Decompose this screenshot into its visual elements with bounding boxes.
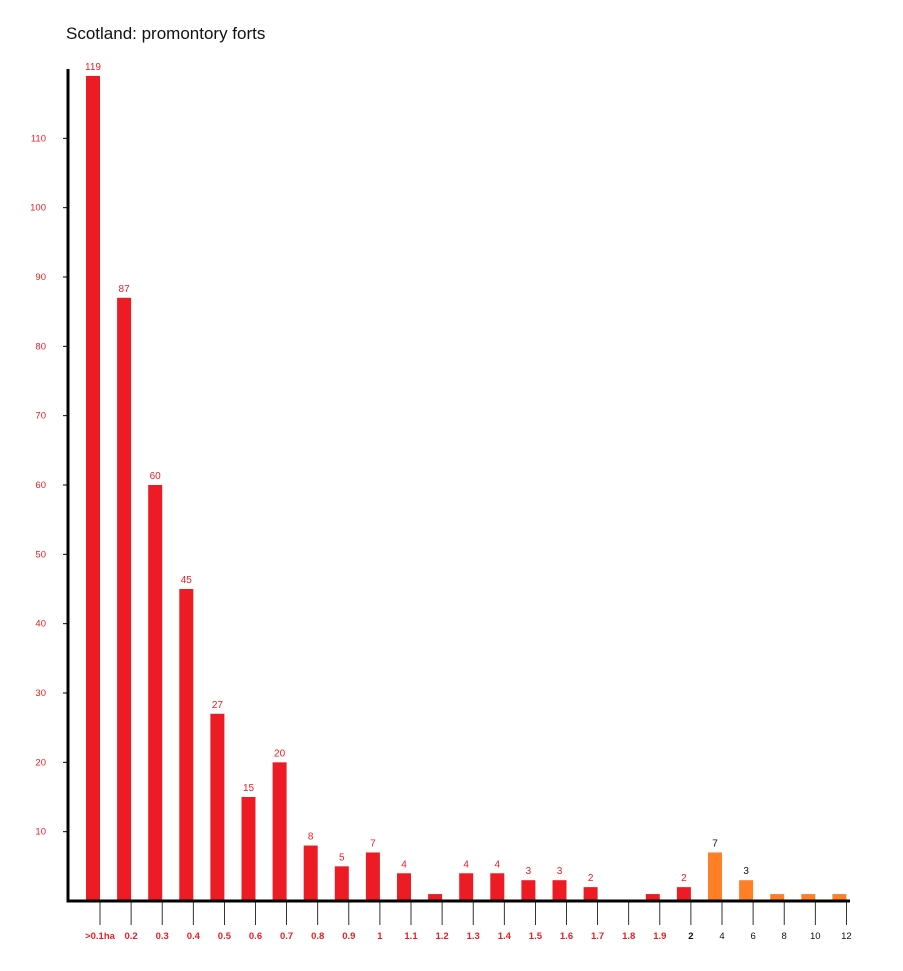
bar bbox=[801, 894, 816, 901]
data-label: 87 bbox=[119, 284, 131, 295]
data-label: 3 bbox=[557, 866, 563, 877]
bar bbox=[645, 894, 660, 901]
bar bbox=[365, 852, 380, 901]
bar bbox=[117, 297, 132, 901]
x-tick-label: 1.3 bbox=[467, 931, 480, 942]
x-tick-label: 0.6 bbox=[249, 931, 262, 942]
bar bbox=[552, 880, 567, 901]
y-tick-label: 80 bbox=[35, 341, 46, 352]
data-label: 27 bbox=[212, 700, 224, 711]
data-label: 4 bbox=[495, 859, 501, 870]
x-tick-label: 8 bbox=[782, 931, 787, 942]
x-tick-label: 1 bbox=[377, 931, 383, 942]
y-tick-label: 40 bbox=[35, 619, 46, 630]
x-tick-label: 6 bbox=[750, 931, 755, 942]
data-label: 60 bbox=[150, 471, 162, 482]
chart-title: Scotland: promontory forts bbox=[66, 24, 266, 43]
x-tick-label: 12 bbox=[841, 931, 852, 942]
y-tick-label: 30 bbox=[35, 688, 46, 699]
bar bbox=[397, 873, 411, 901]
x-tick-label: 1.9 bbox=[653, 931, 666, 942]
data-label: 20 bbox=[274, 748, 286, 759]
x-tick-label: 1.6 bbox=[560, 931, 573, 942]
y-tick-label: 110 bbox=[31, 133, 46, 144]
y-tick-label: 70 bbox=[35, 411, 46, 422]
bar bbox=[210, 713, 225, 901]
x-tick-label: 0.7 bbox=[280, 931, 293, 942]
data-label: 7 bbox=[712, 838, 718, 849]
data-label: 4 bbox=[401, 859, 407, 870]
y-tick-label: 20 bbox=[35, 757, 46, 768]
x-tick-label: 4 bbox=[719, 931, 724, 942]
bar bbox=[583, 887, 598, 901]
y-tick-label: 10 bbox=[35, 827, 46, 838]
y-tick-label: 60 bbox=[35, 480, 46, 491]
bar bbox=[490, 873, 505, 901]
bar bbox=[428, 894, 443, 901]
data-label: 7 bbox=[370, 838, 376, 849]
bar bbox=[272, 762, 287, 901]
y-tick-label: 100 bbox=[30, 203, 46, 214]
x-tick-label: >0.1ha bbox=[85, 931, 116, 942]
data-label: 3 bbox=[743, 866, 749, 877]
x-tick-label: 0.4 bbox=[187, 931, 201, 942]
x-tick-label: 1.8 bbox=[622, 931, 635, 942]
y-tick-label: 50 bbox=[35, 549, 46, 560]
x-tick-label: 1.1 bbox=[404, 931, 418, 942]
x-tick-label: 0.2 bbox=[124, 931, 137, 942]
x-tick-label: 1.7 bbox=[591, 931, 604, 942]
bar bbox=[179, 589, 194, 901]
data-label: 2 bbox=[588, 873, 594, 884]
bar bbox=[708, 852, 722, 901]
data-label: 5 bbox=[339, 852, 345, 863]
y-tick-label: 90 bbox=[35, 272, 46, 283]
x-tick-label: 0.5 bbox=[218, 931, 232, 942]
bar bbox=[832, 894, 847, 901]
data-label: 15 bbox=[243, 783, 255, 794]
x-tick-label: 0.3 bbox=[156, 931, 169, 942]
bar bbox=[86, 75, 100, 901]
x-tick-label: 1.2 bbox=[435, 931, 448, 942]
data-label: 3 bbox=[526, 866, 532, 877]
x-tick-label: 0.8 bbox=[311, 931, 324, 942]
bar bbox=[241, 797, 256, 901]
x-tick-label: 1.5 bbox=[529, 931, 543, 942]
bar bbox=[739, 880, 754, 901]
bar bbox=[770, 894, 785, 901]
bar bbox=[303, 845, 318, 901]
data-label: 2 bbox=[681, 873, 687, 884]
data-label: 45 bbox=[181, 575, 193, 586]
data-label: 4 bbox=[463, 859, 469, 870]
bar bbox=[334, 866, 349, 901]
x-tick-label: 10 bbox=[810, 931, 821, 942]
bar bbox=[148, 485, 163, 901]
bar bbox=[459, 873, 474, 901]
x-tick-label: 1.4 bbox=[498, 931, 512, 942]
x-tick-label: 2 bbox=[688, 931, 693, 942]
data-label: 8 bbox=[308, 832, 314, 843]
x-tick-label: 0.9 bbox=[342, 931, 355, 942]
bar bbox=[521, 880, 536, 901]
data-label: 119 bbox=[85, 62, 101, 73]
bar bbox=[676, 887, 691, 901]
